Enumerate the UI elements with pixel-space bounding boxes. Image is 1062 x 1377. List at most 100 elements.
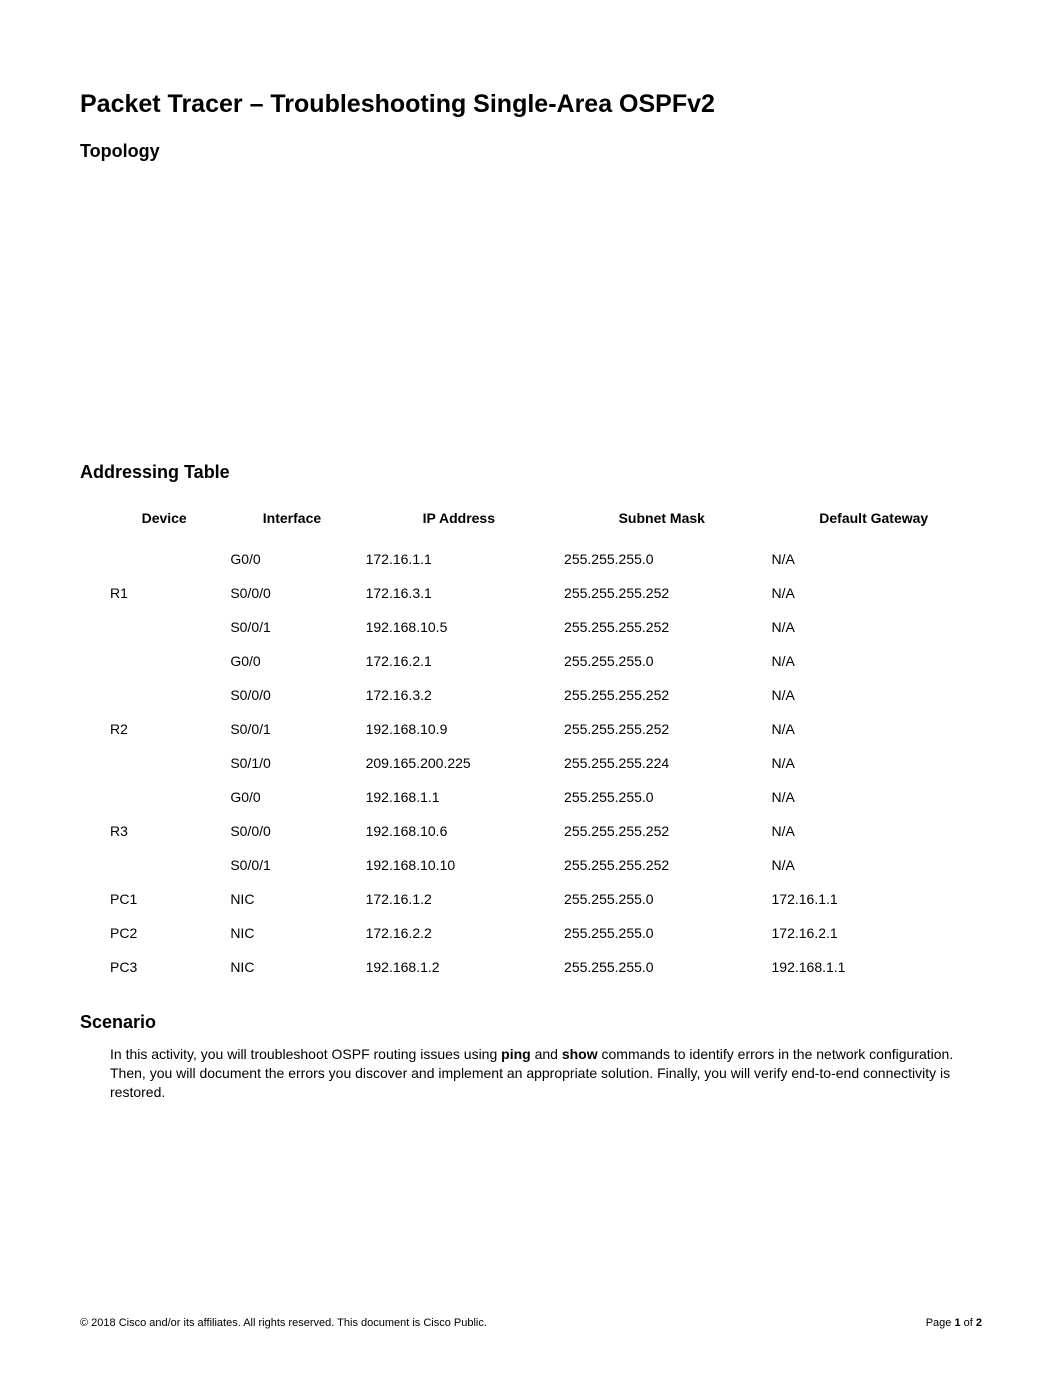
cell-mask: 255.255.255.0 xyxy=(558,950,765,984)
cell-interface: NIC xyxy=(224,950,359,984)
cell-gateway: N/A xyxy=(766,610,983,644)
cell-interface: G0/0 xyxy=(224,542,359,576)
cell-gateway: N/A xyxy=(766,576,983,610)
cell-device: PC2 xyxy=(80,916,224,950)
scenario-heading: Scenario xyxy=(80,1012,982,1033)
cell-interface: S0/0/0 xyxy=(224,576,359,610)
topology-placeholder xyxy=(80,172,982,462)
cell-device: R2 xyxy=(80,712,224,746)
cell-gateway: N/A xyxy=(766,814,983,848)
cell-gateway: N/A xyxy=(766,780,983,814)
cell-interface: NIC xyxy=(224,882,359,916)
cell-gateway: N/A xyxy=(766,848,983,882)
table-row: R2 S0/0/1 192.168.10.9 255.255.255.252 N… xyxy=(80,712,982,746)
footer-page-number: Page 1 of 2 xyxy=(926,1317,982,1329)
cell-interface: S0/1/0 xyxy=(224,746,359,780)
cell-gateway: N/A xyxy=(766,746,983,780)
table-row: G0/0 192.168.1.1 255.255.255.0 N/A xyxy=(80,780,982,814)
table-row: S0/0/0 172.16.3.2 255.255.255.252 N/A xyxy=(80,678,982,712)
addressing-heading: Addressing Table xyxy=(80,462,982,483)
table-row: PC3 NIC 192.168.1.2 255.255.255.0 192.16… xyxy=(80,950,982,984)
scenario-body: In this activity, you will troubleshoot … xyxy=(80,1045,982,1102)
cell-mask: 255.255.255.252 xyxy=(558,848,765,882)
cell-device xyxy=(80,746,224,780)
cell-ip: 192.168.1.1 xyxy=(360,780,558,814)
cell-ip: 172.16.2.2 xyxy=(360,916,558,950)
table-row: R1 S0/0/0 172.16.3.1 255.255.255.252 N/A xyxy=(80,576,982,610)
cell-ip: 172.16.1.1 xyxy=(360,542,558,576)
cell-interface: S0/0/0 xyxy=(224,814,359,848)
cell-ip: 209.165.200.225 xyxy=(360,746,558,780)
cell-mask: 255.255.255.0 xyxy=(558,780,765,814)
cell-device xyxy=(80,678,224,712)
cell-ip: 192.168.1.2 xyxy=(360,950,558,984)
cell-ip: 172.16.1.2 xyxy=(360,882,558,916)
topology-heading: Topology xyxy=(80,141,982,162)
table-row: S0/1/0 209.165.200.225 255.255.255.224 N… xyxy=(80,746,982,780)
cell-mask: 255.255.255.224 xyxy=(558,746,765,780)
cell-gateway: 172.16.1.1 xyxy=(766,882,983,916)
cell-ip: 172.16.3.2 xyxy=(360,678,558,712)
cell-ip: 172.16.2.1 xyxy=(360,644,558,678)
cell-gateway: N/A xyxy=(766,542,983,576)
table-row: G0/0 172.16.1.1 255.255.255.0 N/A xyxy=(80,542,982,576)
cell-device xyxy=(80,542,224,576)
cell-device: PC3 xyxy=(80,950,224,984)
cell-gateway: 172.16.2.1 xyxy=(766,916,983,950)
col-header-ip: IP Address xyxy=(360,501,558,542)
cell-device xyxy=(80,644,224,678)
table-row: R3 S0/0/0 192.168.10.6 255.255.255.252 N… xyxy=(80,814,982,848)
cell-mask: 255.255.255.0 xyxy=(558,542,765,576)
table-body: G0/0 172.16.1.1 255.255.255.0 N/A R1 S0/… xyxy=(80,542,982,984)
table-row: PC1 NIC 172.16.1.2 255.255.255.0 172.16.… xyxy=(80,882,982,916)
cell-mask: 255.255.255.252 xyxy=(558,610,765,644)
cell-gateway: N/A xyxy=(766,678,983,712)
cell-device xyxy=(80,848,224,882)
cell-ip: 192.168.10.10 xyxy=(360,848,558,882)
footer-page-mid: of xyxy=(961,1317,976,1329)
col-header-mask: Subnet Mask xyxy=(558,501,765,542)
cell-mask: 255.255.255.0 xyxy=(558,882,765,916)
page-footer: © 2018 Cisco and/or its affiliates. All … xyxy=(80,1317,982,1329)
cell-device xyxy=(80,780,224,814)
scenario-text: and xyxy=(531,1046,562,1062)
cell-interface: NIC xyxy=(224,916,359,950)
cell-device: R3 xyxy=(80,814,224,848)
cell-mask: 255.255.255.252 xyxy=(558,678,765,712)
table-header-row: Device Interface IP Address Subnet Mask … xyxy=(80,501,982,542)
cell-ip: 192.168.10.5 xyxy=(360,610,558,644)
cmd-show: show xyxy=(562,1046,598,1062)
cell-device xyxy=(80,610,224,644)
table-row: PC2 NIC 172.16.2.2 255.255.255.0 172.16.… xyxy=(80,916,982,950)
cell-interface: G0/0 xyxy=(224,644,359,678)
table-row: S0/0/1 192.168.10.10 255.255.255.252 N/A xyxy=(80,848,982,882)
scenario-section: Scenario In this activity, you will trou… xyxy=(80,1012,982,1102)
cell-mask: 255.255.255.0 xyxy=(558,916,765,950)
addressing-section: Addressing Table Device Interface IP Add… xyxy=(80,462,982,984)
cell-mask: 255.255.255.252 xyxy=(558,712,765,746)
cell-ip: 172.16.3.1 xyxy=(360,576,558,610)
cell-interface: S0/0/1 xyxy=(224,848,359,882)
table-row: S0/0/1 192.168.10.5 255.255.255.252 N/A xyxy=(80,610,982,644)
cell-interface: S0/0/1 xyxy=(224,712,359,746)
table-row: G0/0 172.16.2.1 255.255.255.0 N/A xyxy=(80,644,982,678)
addressing-table: Device Interface IP Address Subnet Mask … xyxy=(80,501,982,984)
page-title: Packet Tracer – Troubleshooting Single-A… xyxy=(80,90,982,119)
footer-copyright: © 2018 Cisco and/or its affiliates. All … xyxy=(80,1317,487,1329)
cell-interface: G0/0 xyxy=(224,780,359,814)
cell-mask: 255.255.255.252 xyxy=(558,576,765,610)
cell-ip: 192.168.10.6 xyxy=(360,814,558,848)
cmd-ping: ping xyxy=(501,1046,531,1062)
cell-ip: 192.168.10.9 xyxy=(360,712,558,746)
footer-page-pre: Page xyxy=(926,1317,955,1329)
cell-mask: 255.255.255.0 xyxy=(558,644,765,678)
col-header-device: Device xyxy=(80,501,224,542)
cell-gateway: 192.168.1.1 xyxy=(766,950,983,984)
cell-interface: S0/0/0 xyxy=(224,678,359,712)
scenario-text: In this activity, you will troubleshoot … xyxy=(110,1046,501,1062)
cell-gateway: N/A xyxy=(766,644,983,678)
cell-interface: S0/0/1 xyxy=(224,610,359,644)
col-header-interface: Interface xyxy=(224,501,359,542)
cell-device: PC1 xyxy=(80,882,224,916)
col-header-gateway: Default Gateway xyxy=(766,501,983,542)
